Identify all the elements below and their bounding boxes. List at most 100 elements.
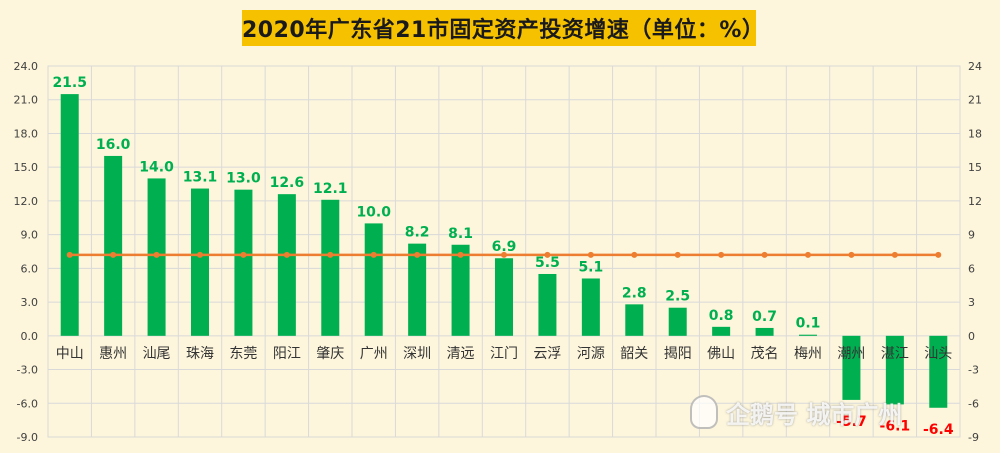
y-tick-label-right: 24 — [968, 60, 982, 73]
y-tick-label-right: 12 — [968, 195, 982, 208]
category-label: 深圳 — [403, 346, 431, 362]
y-tick-label-left: -3.0 — [17, 364, 38, 377]
data-label: 0.7 — [752, 309, 777, 325]
y-tick-label-left: 15.0 — [14, 161, 39, 174]
bar — [364, 223, 383, 336]
bar — [321, 199, 340, 336]
bar — [712, 326, 731, 336]
reference-line-marker — [848, 251, 855, 258]
bar — [581, 278, 600, 336]
data-label: 12.6 — [270, 175, 305, 191]
watermark: 企鹅号 城市广州 — [690, 392, 902, 432]
data-label: 2.8 — [622, 285, 647, 301]
bar — [842, 335, 861, 400]
y-tick-label-left: 0.0 — [21, 330, 39, 343]
y-tick-label-left: 24.0 — [14, 60, 39, 73]
y-tick-label-left: 12.0 — [14, 195, 39, 208]
category-label: 江门 — [490, 346, 518, 362]
data-label: 0.8 — [709, 308, 734, 324]
y-tick-label-right: -6 — [968, 397, 979, 410]
y-tick-label-right: 6 — [968, 262, 975, 275]
reference-line-marker — [718, 251, 725, 258]
y-tick-label-left: 18.0 — [14, 127, 39, 140]
bar — [408, 243, 427, 336]
y-tick-label-right: -3 — [968, 364, 979, 377]
category-label: 佛山 — [707, 346, 735, 362]
category-label: 肇庆 — [316, 346, 344, 362]
reference-line-marker — [110, 251, 117, 258]
y-tick-label-left: 6.0 — [21, 262, 39, 275]
bar — [885, 335, 904, 405]
data-label: 8.1 — [448, 226, 473, 242]
category-label: 揭阳 — [664, 346, 692, 362]
bar — [451, 244, 470, 336]
data-label: 10.0 — [356, 204, 391, 220]
data-label: 13.1 — [183, 170, 218, 186]
category-label: 东莞 — [229, 346, 257, 362]
reference-line-marker — [761, 251, 768, 258]
category-label: 广州 — [360, 346, 388, 362]
bar — [104, 155, 123, 336]
reference-line-marker — [327, 251, 334, 258]
bar — [755, 327, 774, 336]
y-tick-label-right: 3 — [968, 296, 975, 309]
reference-line-marker — [240, 251, 247, 258]
bar — [625, 304, 644, 336]
reference-line-marker — [457, 251, 464, 258]
bar — [191, 188, 209, 336]
category-label: 湛江 — [881, 346, 909, 362]
data-label: 21.5 — [52, 75, 87, 91]
y-tick-label-left: 9.0 — [21, 229, 39, 242]
category-label: 河源 — [577, 346, 605, 362]
y-tick-label-right: 0 — [968, 330, 975, 343]
watermark-text: 企鹅号 城市广州 — [726, 400, 903, 429]
reference-line-marker — [935, 251, 942, 258]
category-label: 梅州 — [794, 346, 822, 362]
y-tick-label-right: 18 — [968, 127, 982, 140]
category-label: 珠海 — [186, 346, 214, 362]
category-label: 云浮 — [533, 346, 561, 362]
chart-title: 2020年广东省21市固定资产投资增速（单位：%） — [242, 10, 764, 46]
y-tick-label-left: 3.0 — [21, 296, 39, 309]
reference-line-marker — [587, 251, 594, 258]
bar — [538, 273, 557, 336]
reference-line-marker — [66, 251, 73, 258]
data-label: 5.1 — [578, 259, 603, 275]
y-tick-label-right: 21 — [968, 94, 982, 107]
data-label: 6.9 — [492, 239, 517, 255]
bar — [929, 335, 948, 408]
penguin-icon — [690, 395, 718, 429]
category-label: 茂名 — [751, 345, 779, 362]
y-tick-label-left: 21.0 — [14, 94, 39, 107]
data-label: 0.1 — [796, 316, 821, 332]
y-tick-label-right: 15 — [968, 161, 982, 174]
category-label: 清远 — [447, 346, 475, 362]
reference-line-marker — [501, 251, 507, 258]
data-label: 2.5 — [665, 289, 690, 305]
category-label: 潮州 — [837, 346, 865, 362]
data-label: 5.5 — [535, 255, 560, 271]
reference-line-marker — [544, 251, 551, 258]
reference-line-marker — [197, 251, 203, 258]
data-label: -6.4 — [923, 422, 954, 438]
data-label: -5.7 — [836, 414, 867, 430]
bar — [495, 258, 513, 336]
data-label: 8.2 — [405, 225, 430, 241]
reference-line-marker — [674, 251, 681, 258]
category-label: 中山 — [56, 346, 84, 362]
y-tick-label-left: -6.0 — [17, 397, 38, 410]
data-label: 16.0 — [96, 137, 131, 153]
y-tick-label-left: -9.0 — [17, 431, 38, 444]
reference-line-marker — [805, 251, 811, 258]
bar — [60, 94, 79, 336]
category-label: 阳江 — [273, 346, 301, 362]
data-label: -6.1 — [880, 418, 911, 434]
category-label: 汕尾 — [143, 346, 171, 362]
y-tick-label-right: 9 — [968, 229, 975, 242]
bar — [799, 334, 817, 336]
bar — [234, 189, 253, 336]
data-label: 12.1 — [313, 181, 348, 197]
y-tick-label-right: -9 — [968, 431, 979, 444]
